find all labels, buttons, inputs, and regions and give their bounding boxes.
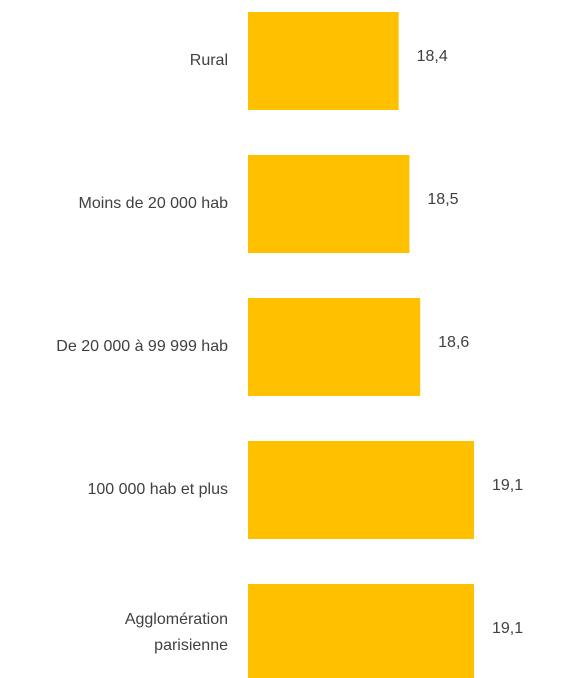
category-label: Agglomération parisienne — [124, 611, 228, 654]
value-label: 19,1 — [492, 620, 523, 637]
category-label: Rural — [189, 52, 228, 69]
bar — [248, 155, 410, 253]
category-label: Moins de 20 000 hab — [78, 195, 228, 212]
bar — [248, 441, 474, 539]
bar — [248, 12, 399, 110]
bar — [248, 584, 474, 678]
bar — [248, 298, 421, 396]
value-label: 19,1 — [492, 477, 523, 494]
value-label: 18,4 — [417, 48, 448, 65]
value-label: 18,6 — [438, 334, 469, 351]
category-label: 100 000 hab et plus — [87, 481, 228, 498]
category-label: De 20 000 à 99 999 hab — [56, 338, 228, 355]
value-label: 18,5 — [427, 191, 458, 208]
